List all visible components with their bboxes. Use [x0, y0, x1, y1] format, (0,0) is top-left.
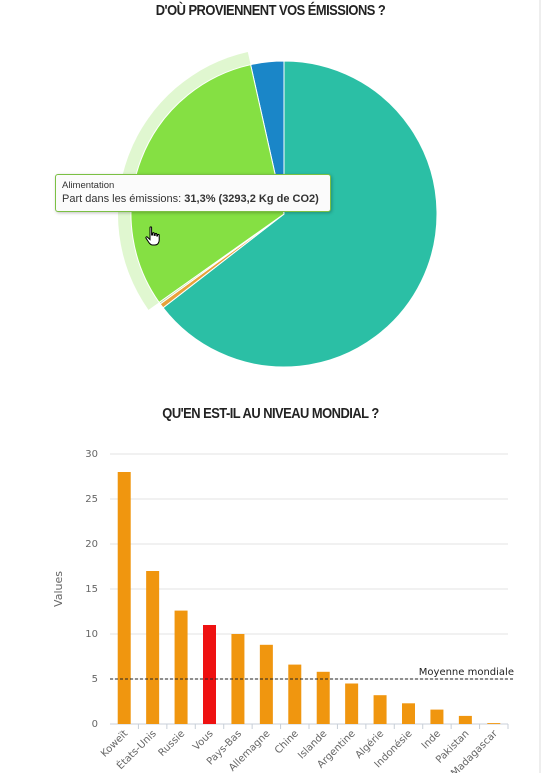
y-tick-label: 25 — [85, 494, 98, 505]
y-tick-label: 15 — [85, 584, 98, 595]
pie-tooltip: Alimentation Part dans les émissions: 31… — [55, 174, 331, 212]
bar-indonésie[interactable] — [402, 703, 415, 724]
y-tick-label: 0 — [92, 719, 98, 730]
x-tick-label: Vous — [191, 728, 216, 753]
bar-allemagne[interactable] — [259, 644, 273, 724]
bar-pakistan[interactable] — [458, 715, 472, 724]
tooltip-category: Alimentation — [62, 180, 115, 191]
bar-chine[interactable] — [288, 664, 302, 724]
bar-chart: 051015202530ValuesKoweïtÉtats-UnisRussie… — [52, 449, 514, 773]
x-tick-label: Inde — [420, 728, 443, 751]
y-axis-label: Values — [52, 571, 65, 607]
y-tick-label: 30 — [85, 449, 98, 460]
pie-chart — [118, 51, 438, 368]
tooltip-label: Part dans les émissions: — [62, 193, 182, 205]
x-tick-label: Russie — [157, 728, 188, 759]
y-tick-label: 10 — [85, 629, 98, 640]
bar-koweït[interactable] — [117, 472, 131, 724]
y-tick-label: 20 — [85, 539, 98, 550]
bar-algérie[interactable] — [373, 695, 387, 724]
emissions-source-heading: D'OÙ PROVIENNENT VOS ÉMISSIONS ? — [155, 2, 386, 19]
bar-islande[interactable] — [316, 671, 330, 724]
bar-russie[interactable] — [174, 610, 188, 724]
world-average-label: Moyenne mondiale — [419, 667, 514, 678]
bar-inde[interactable] — [430, 709, 444, 724]
page-edge — [539, 0, 541, 773]
tooltip-line: Part dans les émissions: 31,3% (3293,2 K… — [62, 192, 324, 206]
hand-pointer-icon — [145, 226, 160, 246]
bar-vous[interactable] — [203, 625, 216, 724]
tooltip-value: 31,3% (3293,2 Kg de CO2) — [184, 193, 319, 205]
bar-madagascar[interactable] — [487, 723, 501, 724]
bar-états-unis[interactable] — [146, 571, 160, 724]
bar-argentine[interactable] — [345, 683, 359, 725]
pie-slice-1[interactable] — [162, 60, 438, 368]
world-comparison-heading: QU'EN EST-IL AU NIVEAU MONDIAL ? — [162, 405, 379, 422]
y-tick-label: 5 — [92, 674, 98, 685]
